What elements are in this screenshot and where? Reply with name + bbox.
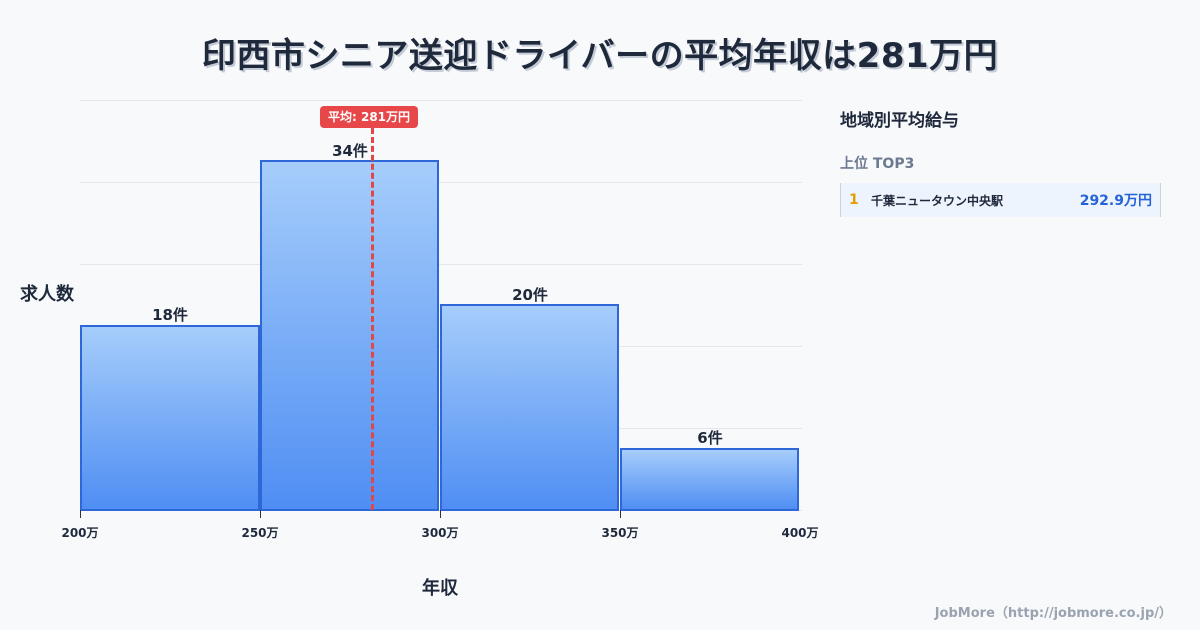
y-axis-label: 求人数 (20, 284, 74, 305)
rank-number: 1 (849, 192, 859, 208)
regional-salary-panel: 地域別平均給与 上位 TOP3 1 千葉ニュータウン中央駅 292.9万円 (840, 100, 1170, 217)
x-axis-label: 年収 (422, 578, 458, 599)
x-tick (260, 510, 261, 518)
x-tick (620, 510, 621, 518)
average-line (371, 128, 374, 510)
histogram-chart: 18件 34件 20件 6件 平均: 281万円 200万 250万 300万 … (20, 100, 819, 599)
bar-value-label: 18件 (152, 306, 188, 324)
bar-value-label: 20件 (512, 286, 548, 304)
bar-value-label: 6件 (697, 429, 723, 447)
x-tick-label: 400万 (781, 526, 819, 540)
bar-200-250 (80, 325, 260, 511)
panel-title: 地域別平均給与 (840, 111, 959, 131)
average-badge: 平均: 281万円 (320, 106, 419, 128)
gridline (80, 264, 802, 265)
page-title: 印西市シニア送迎ドライバーの平均年収は281万円 (201, 36, 999, 76)
x-tick-label: 200万 (61, 526, 99, 540)
bar-value-label: 34件 (332, 142, 368, 160)
x-tick (80, 510, 81, 518)
bar-350-400 (620, 448, 799, 511)
footer-credit: JobMore（http://jobmore.co.jp/） (934, 606, 1172, 621)
gridline (80, 100, 802, 101)
x-tick-label: 250万 (241, 526, 279, 540)
x-tick-label: 350万 (601, 526, 639, 540)
bar-300-350 (440, 304, 619, 511)
rank-salary-value: 292.9万円 (1079, 193, 1152, 209)
panel-subtitle: 上位 TOP3 (840, 156, 915, 172)
bar-250-300 (260, 160, 439, 511)
rank-area-name: 千葉ニュータウン中央駅 (871, 193, 1004, 208)
x-tick-label: 300万 (421, 526, 459, 540)
ranking-row: 1 千葉ニュータウン中央駅 292.9万円 (840, 183, 1161, 217)
x-tick (440, 510, 441, 518)
gridline (80, 182, 802, 183)
